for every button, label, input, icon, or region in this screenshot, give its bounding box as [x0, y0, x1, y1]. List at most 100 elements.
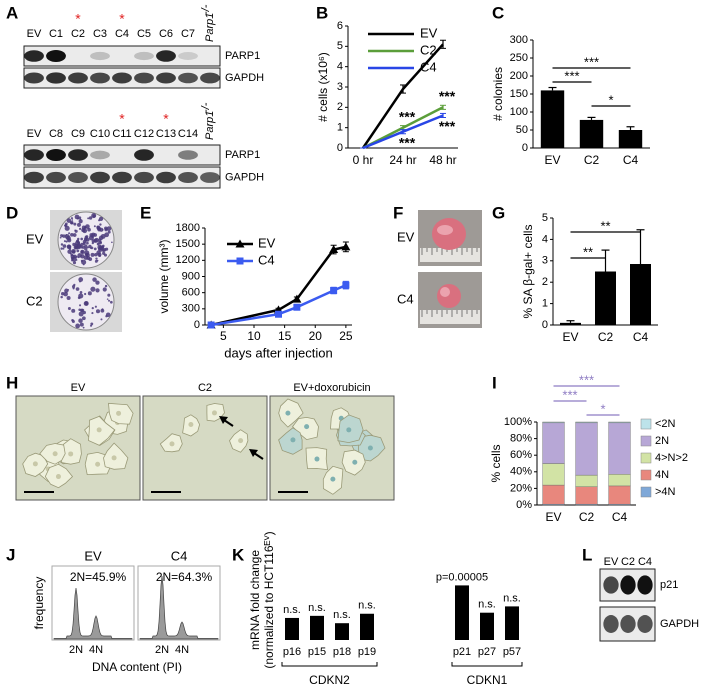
- x-tick-label: C4: [612, 510, 628, 524]
- band-label: GAPDH: [660, 618, 699, 630]
- lane-label-superscript: -/-: [200, 4, 212, 15]
- bar: [595, 271, 616, 325]
- y-axis-label: % SA β-gal+ cells: [521, 225, 535, 319]
- colony: [95, 288, 100, 293]
- comparison-label: **: [583, 244, 593, 259]
- colony: [81, 225, 86, 230]
- y-tick-label: 4: [542, 233, 548, 245]
- colony: [80, 245, 83, 248]
- colony: [94, 305, 97, 308]
- colony: [78, 318, 83, 323]
- colony: [93, 247, 97, 251]
- nucleus: [314, 456, 320, 462]
- panel-letter: F: [393, 203, 403, 222]
- blot-band: [134, 51, 154, 61]
- colony: [75, 259, 78, 261]
- colony: [100, 318, 103, 321]
- bar-segment: [608, 485, 631, 505]
- colony: [73, 222, 77, 226]
- colony: [66, 218, 72, 223]
- nucleus: [52, 451, 58, 457]
- y-tick-label: 0: [522, 142, 528, 154]
- colony: [68, 232, 71, 235]
- panel-letter: J: [6, 545, 15, 564]
- colony: [86, 241, 89, 245]
- colony: [63, 240, 66, 243]
- colony: [111, 241, 113, 244]
- blot-band: [134, 149, 154, 161]
- x-tick-label: p19: [358, 646, 376, 658]
- colony: [104, 284, 108, 288]
- flow-title: EV: [84, 548, 102, 563]
- colony: [77, 241, 81, 245]
- flow-histogram: [139, 575, 219, 640]
- colony: [60, 243, 64, 246]
- bar-segment: [542, 463, 565, 486]
- blot-band: [178, 72, 198, 84]
- colony: [81, 316, 86, 321]
- colony: [80, 250, 84, 254]
- x-tick-label: C2: [579, 510, 595, 524]
- nucleus: [68, 451, 74, 457]
- legend-label: C4: [420, 59, 437, 74]
- band-label: p21: [660, 579, 678, 591]
- colony: [97, 227, 102, 232]
- bar: [335, 623, 349, 640]
- lane-label: C6: [159, 28, 173, 40]
- colony: [105, 312, 111, 318]
- lane-label: C4: [638, 556, 652, 568]
- colony: [71, 285, 76, 289]
- legend-label: <2N: [655, 418, 676, 430]
- significance-label: ***: [399, 134, 416, 150]
- y-tick-label: 2: [542, 276, 548, 288]
- significance-mark: *: [119, 111, 125, 127]
- bar-annotation: n.s.: [358, 600, 376, 612]
- colony: [98, 245, 104, 251]
- x-tick-label: 5: [220, 329, 227, 343]
- y-tick-label: 150: [510, 88, 528, 100]
- nucleus: [111, 455, 117, 461]
- y-tick-label: 1800: [176, 222, 200, 234]
- bar-segment: [608, 421, 631, 424]
- colony: [82, 228, 88, 234]
- colony: [78, 293, 84, 299]
- colony: [82, 326, 85, 329]
- bar-segment: [575, 486, 598, 505]
- x-tick-label: EV: [562, 330, 578, 344]
- colony: [75, 287, 80, 291]
- colony: [79, 304, 82, 307]
- colony: [99, 223, 102, 226]
- colony: [105, 247, 109, 251]
- blot-band: [112, 72, 132, 84]
- legend-label: C2: [420, 42, 437, 57]
- nucleus: [290, 437, 296, 443]
- legend-label: 4N: [655, 469, 669, 481]
- colony: [86, 246, 89, 249]
- colony: [64, 225, 70, 231]
- series-line: [210, 283, 347, 327]
- blot-band: [90, 72, 110, 84]
- comparison-label: ***: [579, 372, 594, 387]
- colony: [91, 213, 97, 219]
- colony: [60, 247, 63, 250]
- group-label: CDKN2: [309, 673, 350, 687]
- x-tick-label: p21: [453, 646, 471, 658]
- lane-label: C3: [93, 28, 107, 40]
- image-label: EV: [71, 382, 86, 394]
- legend-label: 2N: [655, 435, 669, 447]
- blot-band: [46, 72, 66, 84]
- colony: [71, 318, 74, 322]
- colony: [72, 233, 77, 237]
- colony: [71, 219, 74, 221]
- comparison-label: ***: [584, 54, 599, 69]
- blot-band: [134, 171, 154, 184]
- bar-segment: [608, 474, 631, 487]
- colony: [81, 259, 87, 265]
- colony: [90, 322, 94, 326]
- colony: [80, 246, 83, 249]
- colony: [72, 261, 77, 265]
- colony: [108, 299, 111, 302]
- colony: [78, 219, 83, 224]
- colony: [84, 244, 88, 248]
